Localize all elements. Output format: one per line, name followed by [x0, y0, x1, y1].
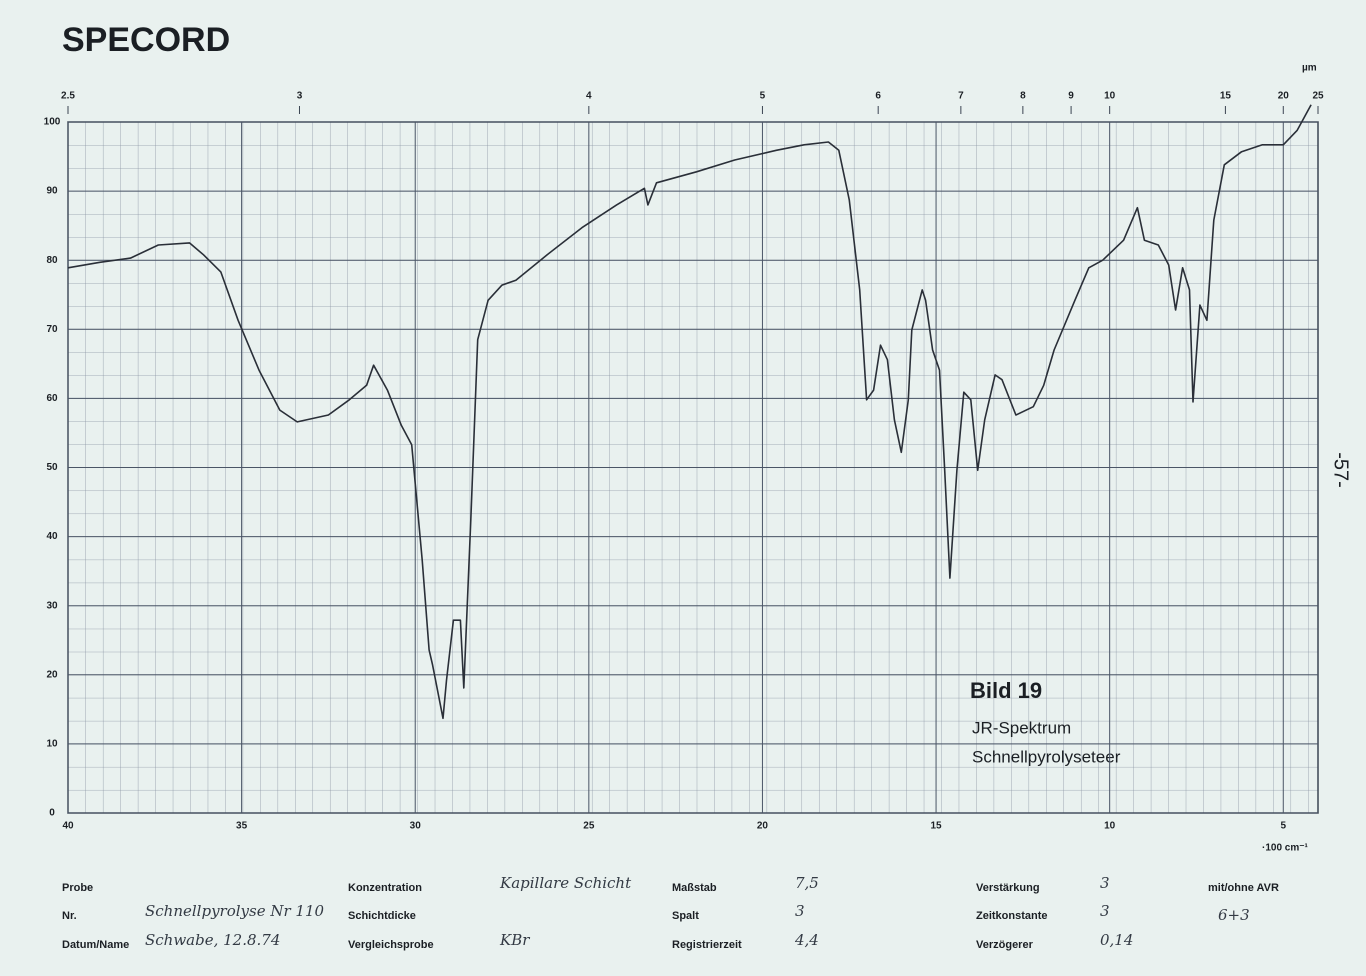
chart-title: SPECORD	[62, 21, 230, 59]
x-tick-label: 20	[757, 821, 769, 832]
form-value: 3	[1100, 902, 1110, 920]
spectrum-line	[67, 104, 1312, 720]
form-label: Konzentration	[348, 882, 422, 894]
form-label: Vergleichsprobe	[348, 939, 434, 951]
y-tick-label: 0	[49, 808, 55, 819]
form-value: 6+3	[1218, 906, 1250, 924]
form-label: Schichtdicke	[348, 910, 416, 922]
x2-tick-label: 4	[586, 91, 592, 102]
form-label: Datum/Name	[62, 939, 129, 951]
x2-tick-label: 20	[1278, 91, 1290, 102]
form-value: 3	[795, 902, 805, 920]
annotation: Schnellpyrolyseteer	[972, 747, 1121, 766]
y-tick-label: 70	[46, 324, 58, 335]
x2-tick-label: 9	[1068, 91, 1074, 102]
form-label: Spalt	[672, 910, 699, 922]
x2-tick-label: 3	[297, 91, 303, 102]
form-value: 4,4	[794, 931, 819, 949]
x2-tick-label: 10	[1104, 91, 1116, 102]
y-tick-label: 50	[46, 462, 58, 473]
x-tick-label: 40	[62, 821, 74, 832]
form-label: Verstärkung	[976, 882, 1040, 894]
annotation: JR-Spektrum	[972, 718, 1071, 737]
y-tick-label: 90	[46, 186, 58, 197]
x2-tick-label: 8	[1020, 91, 1026, 102]
annotation: Bild 19	[970, 678, 1042, 703]
x-tick-label: 10	[1104, 821, 1116, 832]
x2-tick-label: 5	[760, 91, 766, 102]
form-label: Zeitkonstante	[976, 910, 1048, 922]
x-tick-label: 30	[410, 821, 422, 832]
x2-tick-label: 25	[1312, 91, 1324, 102]
y-tick-label: 10	[46, 739, 58, 750]
x2-axis-label: µm	[1302, 63, 1317, 74]
form-value: Schwabe, 12.8.74	[145, 931, 280, 949]
x2-tick-label: 15	[1220, 91, 1232, 102]
x2-tick-label: 6	[875, 91, 881, 102]
x2-tick-label: 2.5	[61, 91, 75, 102]
y-tick-label: 30	[46, 600, 58, 611]
y-tick-label: 40	[46, 531, 58, 542]
form-value: Kapillare Schicht	[499, 874, 632, 892]
y-tick-label: 20	[46, 669, 58, 680]
page-number: -57-	[1330, 452, 1352, 488]
form-label: Nr.	[62, 910, 77, 922]
x-tick-label: 15	[930, 821, 942, 832]
form-label: Registrierzeit	[672, 939, 742, 951]
form-label: Verzögerer	[976, 939, 1034, 951]
form-value: Schnellpyrolyse Nr 110	[145, 902, 325, 920]
x-tick-label: 25	[583, 821, 595, 832]
y-tick-label: 80	[46, 255, 58, 266]
form-value: 0,14	[1100, 931, 1133, 949]
x-tick-label: 35	[236, 821, 248, 832]
x2-tick-label: 7	[958, 91, 964, 102]
x-axis-label: ·100 cm⁻¹	[1262, 843, 1309, 854]
form-value: 7,5	[795, 874, 819, 892]
form-label: Probe	[62, 882, 93, 894]
y-tick-label: 100	[44, 117, 61, 128]
x-tick-label: 5	[1280, 821, 1286, 832]
form-value: 3	[1100, 874, 1110, 892]
form-label: Maßstab	[672, 882, 717, 894]
y-tick-label: 60	[46, 393, 58, 404]
form-value: KBr	[499, 931, 530, 949]
form-label: mit/ohne AVR	[1208, 882, 1279, 894]
